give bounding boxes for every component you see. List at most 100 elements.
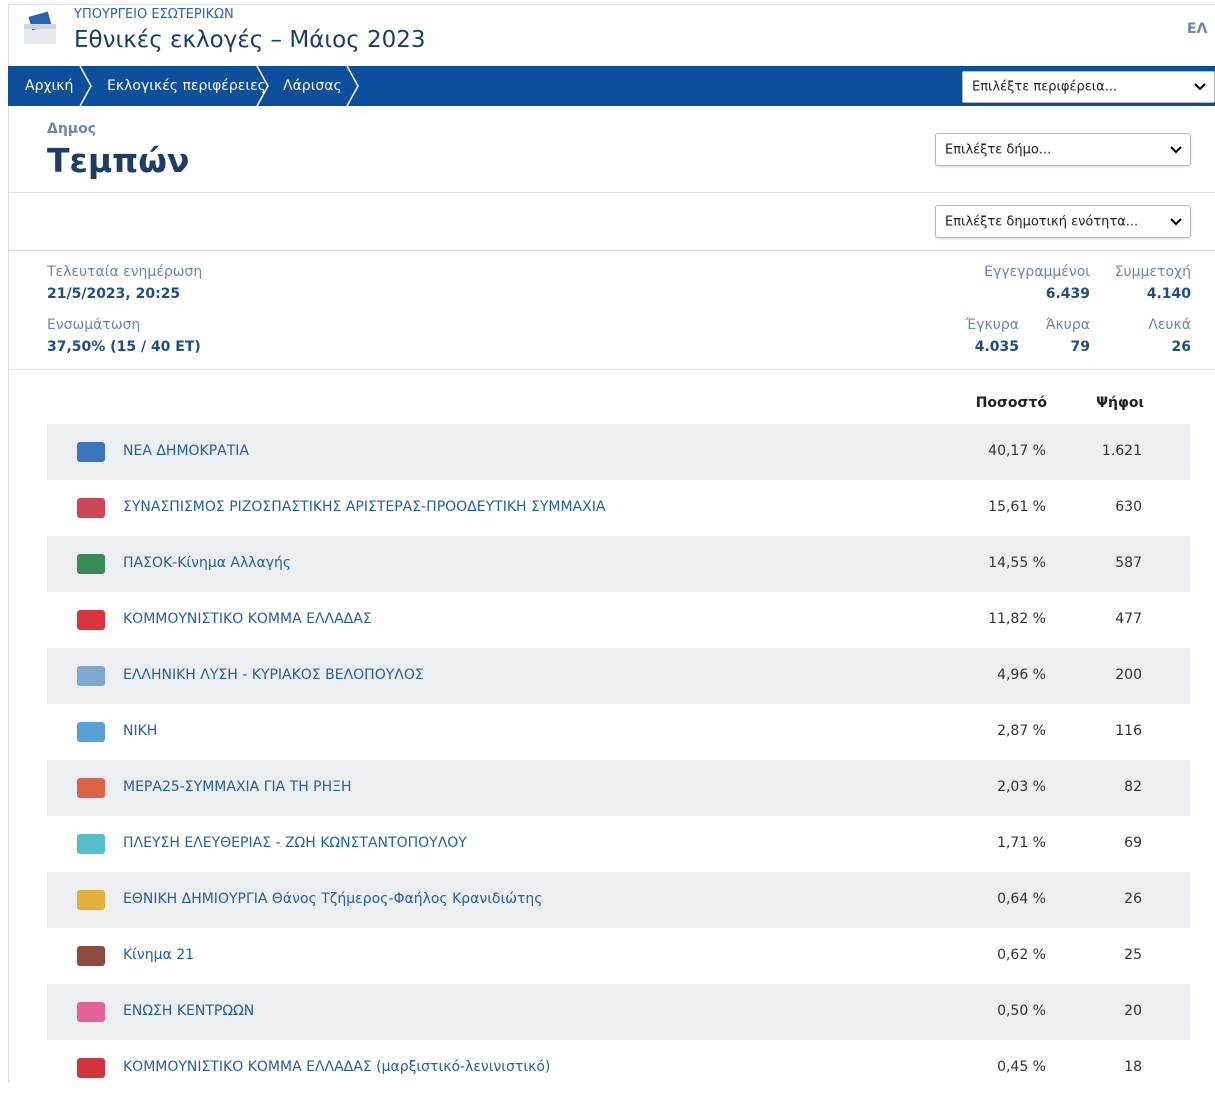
- votes: 26: [1124, 891, 1142, 907]
- party-logo: [77, 722, 105, 742]
- select-text: Επιλέξτε περιφέρεια...: [972, 79, 1118, 95]
- municipality-label: Δημος: [47, 121, 97, 137]
- unit-select[interactable]: Επιλέξτε δημοτική ενότητα...: [935, 205, 1191, 238]
- party-logo: [77, 554, 105, 574]
- chevron: [346, 66, 359, 106]
- party-row: ΠΑΣΟΚ-Κίνημα Αλλαγής 14,55 % 587: [47, 536, 1190, 592]
- breadcrumb[interactable]: Αρχική: [25, 78, 74, 94]
- party-name[interactable]: ΜΕΡΑ25-ΣΥΜΜΑΧΙΑ ΓΙΑ ΤΗ ΡΗΞΗ: [123, 779, 352, 795]
- party-row: ΚΟΜΜΟΥΝΙΣΤΙΚΟ ΚΟΜΜΑ ΕΛΛΑΔΑΣ 11,82 % 477: [47, 592, 1190, 648]
- party-logo: [77, 890, 105, 910]
- municipality-name: Τεμπών: [47, 141, 190, 180]
- percentage: 2,87 %: [997, 723, 1046, 739]
- party-row: ΠΛΕΥΣΗ ΕΛΕΥΘΕΡΙΑΣ - ΖΩΗ ΚΩΝΣΤΑΝΤΟΠΟΥΛΟΥ 1…: [47, 816, 1190, 872]
- party-row: ΝΙΚΗ 2,87 % 116: [47, 704, 1190, 760]
- language-switch[interactable]: ΕΛ: [1187, 21, 1208, 37]
- percentage: 14,55 %: [988, 555, 1046, 571]
- percentage: 0,45 %: [997, 1059, 1046, 1075]
- party-logo: [77, 610, 105, 630]
- party-row: ΕΘΝΙΚΗ ΔΗΜΙΟΥΡΓΙΑ Θάνος Τζήμερος-Φαήλος …: [47, 872, 1190, 928]
- party-name[interactable]: ΚΟΜΜΟΥΝΙΣΤΙΚΟ ΚΟΜΜΑ ΕΛΛΑΔΑΣ: [123, 611, 372, 627]
- stat-value: 4.035: [974, 339, 1019, 355]
- breadcrumb[interactable]: Λάρισας: [283, 78, 342, 94]
- party-logo: [77, 778, 105, 798]
- caret: [1194, 83, 1206, 91]
- party-name[interactable]: ΕΛΛΗΝΙΚΗ ΛΥΣΗ - ΚΥΡΙΑΚΟΣ ΒΕΛΟΠΟΥΛΟΣ: [123, 667, 424, 683]
- caret: [1170, 217, 1182, 225]
- divider: [9, 250, 1215, 251]
- stat-label: Έγκυρα: [965, 317, 1019, 333]
- party-logo: [77, 498, 105, 518]
- percentage: 4,96 %: [997, 667, 1046, 683]
- party-logo: [77, 1002, 105, 1022]
- votes: 1.621: [1101, 443, 1142, 459]
- select-text: Επιλέξτε δημοτική ενότητα...: [945, 214, 1139, 229]
- votes: 82: [1124, 779, 1142, 795]
- percentage: 1,71 %: [997, 835, 1046, 851]
- percentage: 15,61 %: [988, 499, 1046, 515]
- votes: 18: [1124, 1059, 1142, 1075]
- votes: 20: [1124, 1003, 1142, 1019]
- region-select[interactable]: Επιλέξτε περιφέρεια...: [962, 71, 1215, 103]
- percentage: 2,03 %: [997, 779, 1046, 795]
- party-name[interactable]: ΚΟΜΜΟΥΝΙΣΤΙΚΟ ΚΟΜΜΑ ΕΛΛΑΔΑΣ (μαρξιστικό-…: [123, 1059, 551, 1075]
- votes: 25: [1124, 947, 1142, 963]
- party-row: ΚΟΜΜΟΥΝΙΣΤΙΚΟ ΚΟΜΜΑ ΕΛΛΑΔΑΣ (μαρξιστικό-…: [47, 1040, 1190, 1096]
- divider: [9, 369, 1215, 370]
- breadcrumb[interactable]: Εκλογικές περιφέρειες: [107, 78, 266, 94]
- party-name[interactable]: ΕΘΝΙΚΗ ΔΗΜΙΟΥΡΓΙΑ Θάνος Τζήμερος-Φαήλος …: [123, 891, 543, 907]
- votes: 69: [1124, 835, 1142, 851]
- stat-label: Ενσωμάτωση: [47, 317, 141, 333]
- party-logo: [77, 1058, 105, 1078]
- stat-label: Άκυρα: [1045, 317, 1090, 333]
- party-row: ΝΕΑ ΔΗΜΟΚΡΑΤΙΑ 40,17 % 1.621: [47, 424, 1190, 480]
- party-name[interactable]: ΝΕΑ ΔΗΜΟΚΡΑΤΙΑ: [123, 443, 250, 459]
- votes: 587: [1115, 555, 1142, 571]
- ministry: ΥΠΟΥΡΓΕΙΟ ΕΣΩΤΕΡΙΚΩΝ: [74, 7, 234, 22]
- stat-value: 37,50% (15 / 40 ΕΤ): [47, 339, 201, 355]
- chevron: [79, 66, 92, 106]
- party-row: Κίνημα 21 0,62 % 25: [47, 928, 1190, 984]
- party-name[interactable]: ΠΛΕΥΣΗ ΕΛΕΥΘΕΡΙΑΣ - ΖΩΗ ΚΩΝΣΤΑΝΤΟΠΟΥΛΟΥ: [123, 835, 467, 851]
- party-row: ΕΝΩΣΗ ΚΕΝΤΡΩΩΝ 0,50 % 20: [47, 984, 1190, 1040]
- party-logo: [77, 946, 105, 966]
- percentage: 40,17 %: [988, 443, 1046, 459]
- stat-value: 79: [1070, 339, 1090, 355]
- stat-value: 26: [1171, 339, 1191, 355]
- select-text: Επιλέξτε δήμο...: [945, 142, 1052, 157]
- party-name[interactable]: ΣΥΝΑΣΠΙΣΜΟΣ ΡΙΖΟΣΠΑΣΤΙΚΗΣ ΑΡΙΣΤΕΡΑΣ-ΠΡΟΟ…: [123, 499, 606, 515]
- column-header: Ποσοστό: [975, 395, 1047, 411]
- column-header: Ψήφοι: [1096, 395, 1144, 411]
- divider: [9, 192, 1215, 193]
- party-name[interactable]: Κίνημα 21: [123, 947, 195, 963]
- votes: 630: [1115, 499, 1142, 515]
- municipality-select[interactable]: Επιλέξτε δήμο...: [935, 133, 1191, 166]
- percentage: 0,62 %: [997, 947, 1046, 963]
- stat-label: Εγγεγραμμένοι: [984, 264, 1090, 280]
- page-frame: [8, 4, 1215, 1083]
- stat-label: Λευκά: [1148, 317, 1191, 333]
- caret: [1170, 145, 1182, 153]
- party-name[interactable]: ΠΑΣΟΚ-Κίνημα Αλλαγής: [123, 555, 292, 571]
- votes: 477: [1115, 611, 1142, 627]
- party-row: ΣΥΝΑΣΠΙΣΜΟΣ ΡΙΖΟΣΠΑΣΤΙΚΗΣ ΑΡΙΣΤΕΡΑΣ-ΠΡΟΟ…: [47, 480, 1190, 536]
- party-row: ΕΛΛΗΝΙΚΗ ΛΥΣΗ - ΚΥΡΙΑΚΟΣ ΒΕΛΟΠΟΥΛΟΣ 4,96 …: [47, 648, 1190, 704]
- stat-value: 4.140: [1146, 286, 1191, 302]
- ballot-icon: [24, 11, 56, 44]
- percentage: 0,50 %: [997, 1003, 1046, 1019]
- stat-label: Συμμετοχή: [1114, 264, 1191, 280]
- chevron: [256, 66, 269, 106]
- percentage: 0,64 %: [997, 891, 1046, 907]
- party-logo: [77, 666, 105, 686]
- percentage: 11,82 %: [988, 611, 1046, 627]
- party-name[interactable]: ΕΝΩΣΗ ΚΕΝΤΡΩΩΝ: [123, 1003, 255, 1019]
- party-logo: [77, 442, 105, 462]
- stat-value: 21/5/2023, 20:25: [47, 286, 181, 302]
- votes: 200: [1115, 667, 1142, 683]
- site-title: Εθνικές εκλογές – Μάιος 2023: [74, 27, 426, 53]
- party-logo: [77, 834, 105, 854]
- stat-label: Τελευταία ενημέρωση: [47, 264, 203, 280]
- party-name[interactable]: ΝΙΚΗ: [123, 723, 158, 739]
